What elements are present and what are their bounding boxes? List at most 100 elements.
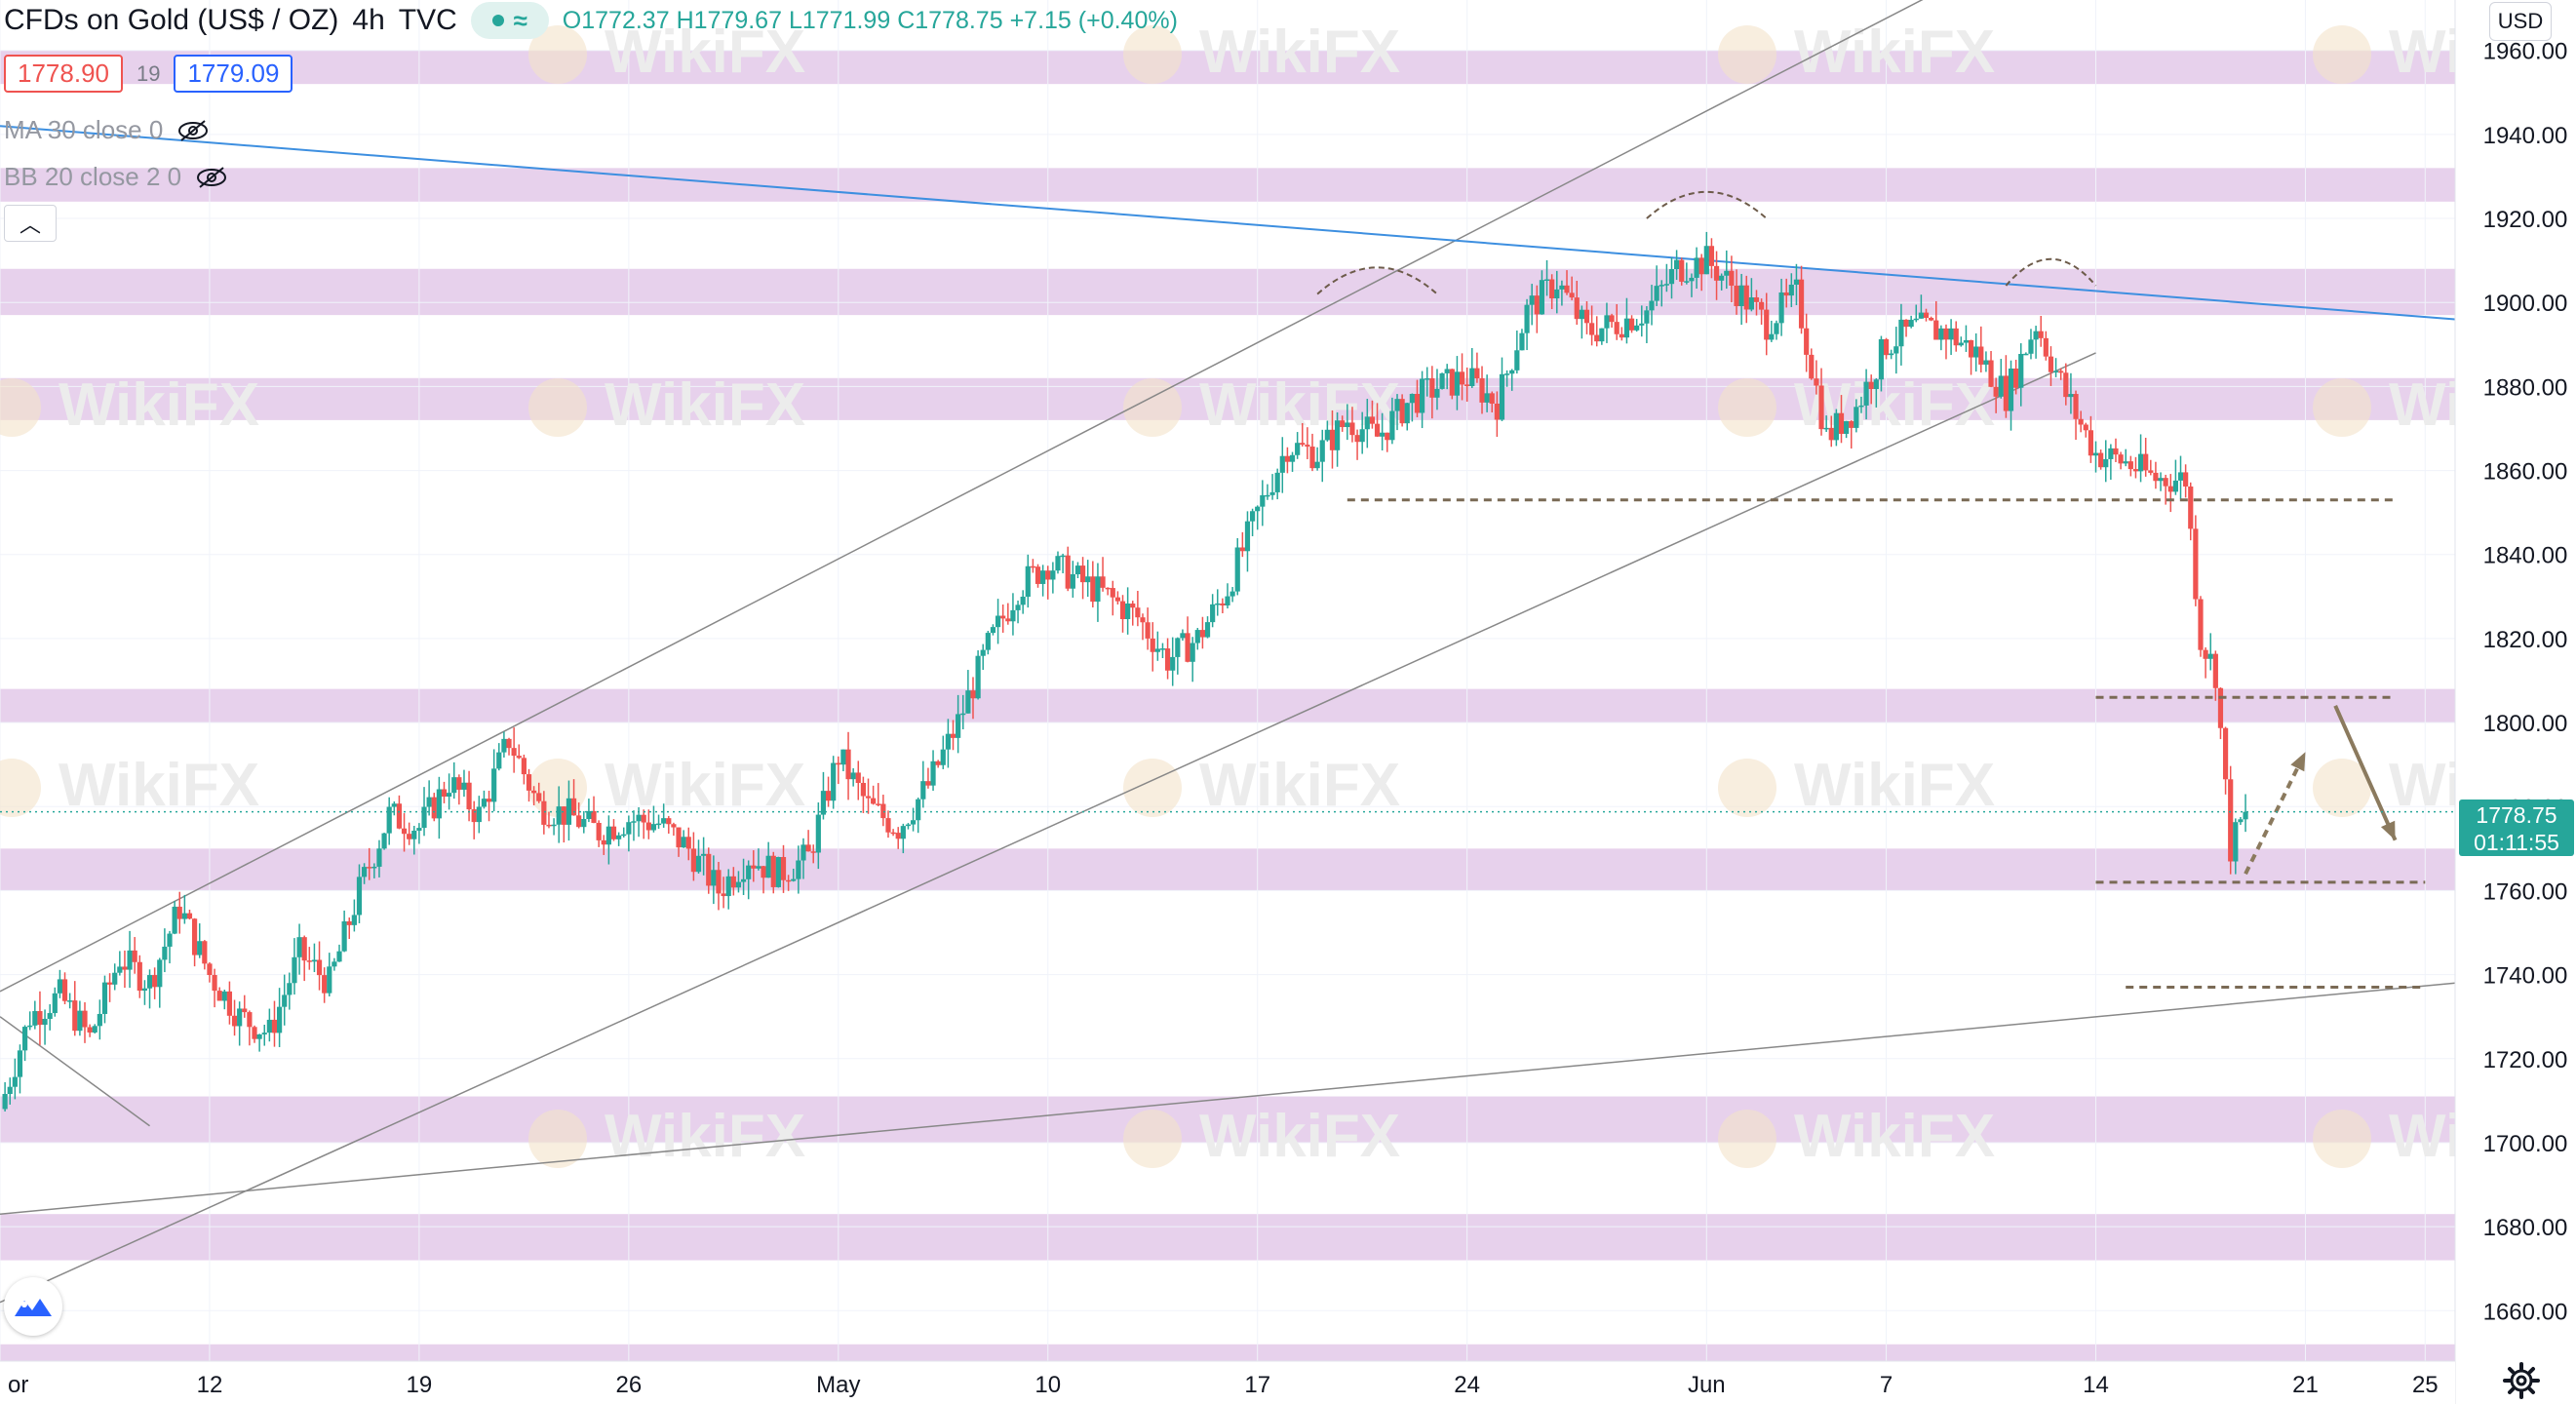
candle-body bbox=[2118, 454, 2124, 464]
wikifx-logo-icon bbox=[1123, 378, 1182, 437]
candle-body bbox=[925, 781, 931, 786]
candle-body bbox=[2003, 375, 2009, 411]
candle-body bbox=[1454, 371, 1461, 396]
candle-body bbox=[1105, 587, 1111, 590]
candle-body bbox=[2148, 470, 2154, 473]
candle-body bbox=[1074, 566, 1081, 574]
candle-body bbox=[770, 855, 776, 887]
interval-label[interactable]: 4h bbox=[352, 4, 385, 36]
candle-body bbox=[706, 853, 712, 886]
time-tick-label: Jun bbox=[1688, 1372, 1726, 1398]
annotations bbox=[0, 190, 2455, 990]
candle-body bbox=[2038, 331, 2044, 338]
candle-body bbox=[935, 760, 941, 765]
candle-body bbox=[1389, 410, 1395, 441]
sell-price-button[interactable]: 1778.90 bbox=[4, 55, 123, 93]
candle-body bbox=[820, 791, 827, 815]
candle-body bbox=[546, 824, 552, 827]
candle-body bbox=[327, 966, 332, 994]
candle-body bbox=[895, 833, 901, 839]
tradingview-logo-button[interactable] bbox=[4, 1277, 62, 1336]
candle-body bbox=[956, 714, 961, 738]
buy-price-button[interactable]: 1779.09 bbox=[174, 55, 293, 93]
candle-body bbox=[1659, 285, 1664, 287]
candle-body bbox=[2008, 369, 2014, 411]
candle-body bbox=[486, 799, 492, 802]
candle-body bbox=[1589, 323, 1595, 335]
bar-countdown: 01:11:55 bbox=[2474, 830, 2559, 855]
candle-body bbox=[1150, 638, 1155, 652]
candle-body bbox=[1045, 570, 1051, 580]
last-price-tag: 1778.75 01:11:55 bbox=[2459, 800, 2574, 856]
candle-body bbox=[1289, 454, 1296, 462]
time-tick-label: 7 bbox=[1880, 1372, 1893, 1398]
collapse-legend-button[interactable]: ︿ bbox=[4, 205, 57, 242]
candle-body bbox=[2018, 353, 2024, 388]
watermark-text: WikiFX bbox=[605, 371, 805, 439]
candle-body bbox=[186, 913, 193, 919]
candle-body bbox=[1529, 295, 1535, 305]
indicator-ma-label[interactable]: MA 30 close 0 bbox=[4, 115, 164, 144]
candle-body bbox=[207, 963, 213, 976]
candle-body bbox=[1449, 369, 1455, 396]
candle-body bbox=[871, 798, 877, 804]
candle-body bbox=[1135, 607, 1141, 618]
candle-body bbox=[780, 857, 787, 880]
candle-body bbox=[1923, 312, 1930, 318]
symbol-title[interactable]: CFDs on Gold (US$ / OZ) bbox=[4, 4, 339, 36]
time-tick-label: 24 bbox=[1454, 1372, 1480, 1398]
candle-body bbox=[1913, 318, 1919, 321]
currency-button[interactable]: USD bbox=[2489, 2, 2552, 41]
candle-body bbox=[850, 772, 856, 780]
candle-body bbox=[1154, 648, 1160, 652]
price-tick-label: 1740.00 bbox=[2483, 963, 2568, 990]
candle-body bbox=[815, 814, 821, 853]
highlight-zone bbox=[0, 848, 2455, 891]
candle-body bbox=[407, 834, 412, 839]
eye-off-icon[interactable] bbox=[195, 166, 228, 189]
time-tick-label: 10 bbox=[1034, 1372, 1061, 1398]
candle-body bbox=[1619, 333, 1624, 338]
candle-body bbox=[1594, 334, 1600, 342]
candle-body bbox=[101, 982, 108, 1014]
candle-body bbox=[1604, 315, 1610, 329]
eye-off-icon[interactable] bbox=[176, 119, 210, 142]
candle-body bbox=[176, 906, 182, 919]
candle-body bbox=[655, 823, 662, 826]
candle-body bbox=[1983, 360, 1989, 365]
candle-body bbox=[1783, 292, 1789, 296]
candle-body bbox=[1380, 432, 1386, 437]
candle-body bbox=[1504, 373, 1510, 375]
candle-body bbox=[1005, 618, 1011, 622]
candle-body bbox=[965, 690, 971, 714]
candle-body bbox=[985, 633, 991, 650]
candle-body bbox=[905, 824, 912, 827]
candle-body bbox=[1060, 555, 1066, 558]
wikifx-logo-icon bbox=[1718, 1110, 1776, 1168]
candle-body bbox=[351, 915, 357, 925]
candle-body bbox=[1479, 378, 1485, 403]
candle-body bbox=[1065, 555, 1071, 589]
candle-body bbox=[1998, 375, 2004, 397]
candle-body bbox=[491, 768, 497, 802]
candle-body bbox=[1025, 566, 1031, 598]
candle-body bbox=[531, 790, 537, 794]
gear-icon[interactable] bbox=[2502, 1361, 2541, 1400]
candle-body bbox=[885, 818, 891, 833]
indicator-bb-label[interactable]: BB 20 close 2 0 bbox=[4, 162, 182, 191]
candle-body bbox=[87, 1027, 93, 1033]
candle-body bbox=[2163, 478, 2168, 487]
price-tick-label: 1840.00 bbox=[2483, 543, 2568, 569]
candle-body bbox=[1644, 310, 1650, 324]
candle-body bbox=[2063, 372, 2069, 398]
candle-body bbox=[1034, 566, 1041, 584]
candle-body bbox=[1220, 603, 1226, 605]
market-status[interactable]: ≈ bbox=[470, 2, 549, 39]
candle-body bbox=[506, 738, 512, 749]
candle-body bbox=[1070, 573, 1075, 589]
candle-body bbox=[1439, 372, 1445, 389]
highlight-zone bbox=[0, 50, 2455, 85]
candle-body bbox=[1210, 604, 1216, 623]
candle-body bbox=[2233, 822, 2239, 862]
